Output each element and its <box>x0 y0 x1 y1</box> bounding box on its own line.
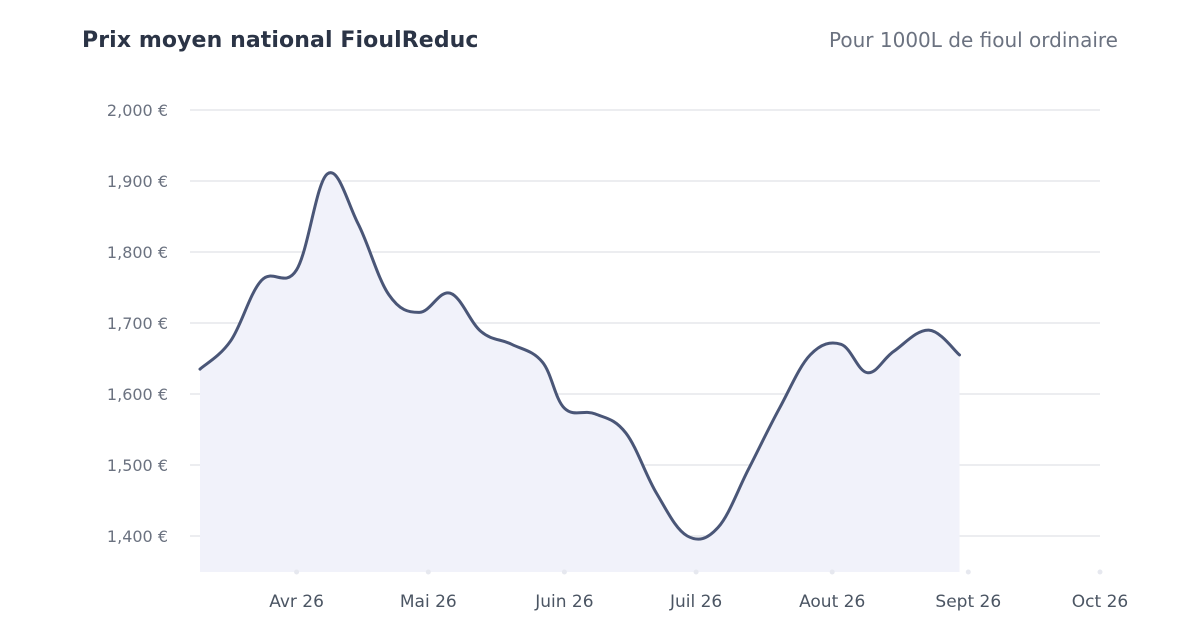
x-tick-mark <box>1097 569 1103 575</box>
chart-subtitle: Pour 1000L de fioul ordinaire <box>829 28 1118 52</box>
y-tick-label: 1,700 € <box>107 314 168 333</box>
series-area <box>200 172 960 572</box>
y-tick-label: 1,500 € <box>107 456 168 475</box>
chart-header: Prix moyen national FioulReduc Pour 1000… <box>82 28 1118 53</box>
y-tick-label: 1,600 € <box>107 385 168 404</box>
x-tick-label: Juin 26 <box>534 592 593 612</box>
series-line <box>198 171 961 541</box>
x-tick-mark <box>829 569 835 575</box>
x-tick-mark <box>425 569 431 575</box>
y-tick-label: 1,400 € <box>107 527 168 546</box>
x-tick-label: Mai 26 <box>400 592 457 612</box>
x-tick-mark <box>294 569 300 575</box>
x-tick-mark <box>693 569 699 575</box>
x-tick-label: Avr 26 <box>269 592 324 612</box>
chart-title: Prix moyen national FioulReduc <box>82 28 479 53</box>
y-tick-label: 2,000 € <box>107 101 168 120</box>
x-tick-mark <box>965 569 971 575</box>
x-tick-label: Juil 26 <box>669 592 722 612</box>
x-tick-label: Aout 26 <box>799 592 865 612</box>
y-tick-label: 1,900 € <box>107 172 168 191</box>
x-tick-label: Oct 26 <box>1072 592 1128 612</box>
x-tick-label: Sept 26 <box>935 592 1001 612</box>
x-tick-mark <box>561 569 567 575</box>
y-tick-label: 1,800 € <box>107 243 168 262</box>
